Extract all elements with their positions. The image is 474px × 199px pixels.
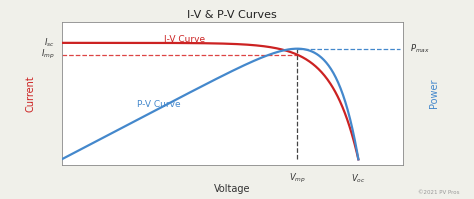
Text: $I_{mp}$: $I_{mp}$ [41, 48, 55, 61]
Text: $V_{mp}$: $V_{mp}$ [289, 172, 306, 185]
Text: $I_{sc}$: $I_{sc}$ [44, 37, 55, 49]
Text: ©2021 PV Pros: ©2021 PV Pros [418, 190, 460, 195]
Text: $P_{max}$: $P_{max}$ [410, 42, 429, 55]
Text: Voltage: Voltage [214, 184, 251, 194]
Title: I-V & P-V Curves: I-V & P-V Curves [187, 10, 277, 20]
Text: Current: Current [26, 75, 36, 112]
Text: P-V Curve: P-V Curve [137, 100, 180, 109]
Text: Power: Power [428, 79, 438, 108]
Text: I-V Curve: I-V Curve [164, 35, 205, 44]
Text: $V_{oc}$: $V_{oc}$ [351, 172, 365, 185]
